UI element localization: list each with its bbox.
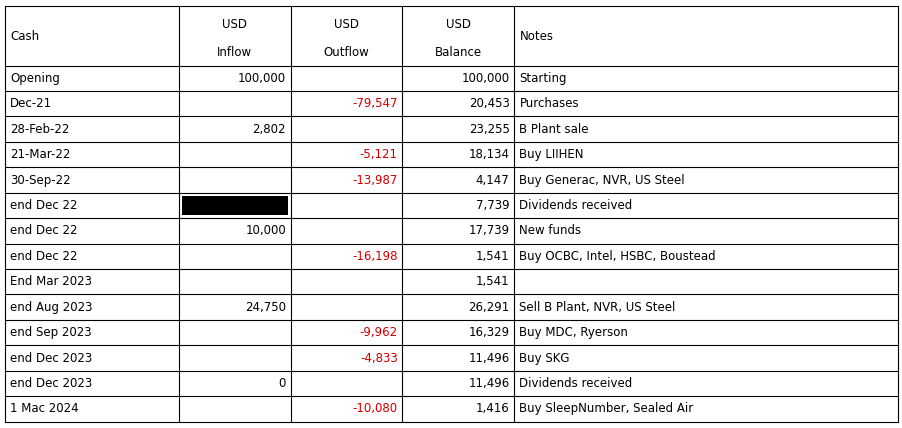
Text: 1 Mac 2024: 1 Mac 2024 <box>10 402 78 415</box>
Text: end Dec 2023: end Dec 2023 <box>10 377 92 390</box>
Text: -10,080: -10,080 <box>353 402 398 415</box>
Text: end Dec 2023: end Dec 2023 <box>10 351 92 365</box>
Text: USD: USD <box>222 18 247 31</box>
Text: Cash: Cash <box>10 30 39 42</box>
Text: Dividends received: Dividends received <box>519 199 632 212</box>
Text: 7,739: 7,739 <box>475 199 509 212</box>
Text: USD: USD <box>446 18 470 31</box>
Text: Outflow: Outflow <box>323 46 369 59</box>
Text: 100,000: 100,000 <box>461 72 509 85</box>
Text: New funds: New funds <box>519 224 581 238</box>
Text: 1,416: 1,416 <box>475 402 509 415</box>
Text: Inflow: Inflow <box>216 46 252 59</box>
Text: 100,000: 100,000 <box>238 72 286 85</box>
Text: end Dec 22: end Dec 22 <box>10 250 78 263</box>
Text: 23,255: 23,255 <box>468 123 509 136</box>
Text: Notes: Notes <box>519 30 553 42</box>
Text: 1,541: 1,541 <box>475 275 509 288</box>
Text: Buy Generac, NVR, US Steel: Buy Generac, NVR, US Steel <box>519 173 685 187</box>
Text: 4,147: 4,147 <box>475 173 509 187</box>
Text: 17,739: 17,739 <box>468 224 509 238</box>
Text: Dividends received: Dividends received <box>519 377 632 390</box>
Text: -5,121: -5,121 <box>359 148 398 161</box>
Text: End Mar 2023: End Mar 2023 <box>10 275 92 288</box>
Text: B Plant sale: B Plant sale <box>519 123 588 136</box>
Bar <box>181 196 288 215</box>
Text: 30-Sep-22: 30-Sep-22 <box>10 173 70 187</box>
Text: end Dec 22: end Dec 22 <box>10 199 78 212</box>
Text: Opening: Opening <box>10 72 60 85</box>
Text: 21-Mar-22: 21-Mar-22 <box>10 148 70 161</box>
Text: -16,198: -16,198 <box>352 250 398 263</box>
Text: 11,496: 11,496 <box>468 377 509 390</box>
Text: 26,291: 26,291 <box>468 300 509 314</box>
Text: 1,541: 1,541 <box>475 250 509 263</box>
Text: end Sep 2023: end Sep 2023 <box>10 326 91 339</box>
Text: Buy SKG: Buy SKG <box>519 351 569 365</box>
Text: Buy OCBC, Intel, HSBC, Boustead: Buy OCBC, Intel, HSBC, Boustead <box>519 250 715 263</box>
Text: Buy LIIHEN: Buy LIIHEN <box>519 148 584 161</box>
Text: 28-Feb-22: 28-Feb-22 <box>10 123 69 136</box>
Text: USD: USD <box>334 18 359 31</box>
Text: end Aug 2023: end Aug 2023 <box>10 300 92 314</box>
Text: 10,000: 10,000 <box>245 224 286 238</box>
Text: -13,987: -13,987 <box>352 173 398 187</box>
Text: 24,750: 24,750 <box>244 300 286 314</box>
Text: Buy MDC, Ryerson: Buy MDC, Ryerson <box>519 326 628 339</box>
Text: Balance: Balance <box>434 46 482 59</box>
Text: Sell B Plant, NVR, US Steel: Sell B Plant, NVR, US Steel <box>519 300 675 314</box>
Text: 16,329: 16,329 <box>468 326 509 339</box>
Text: -4,833: -4,833 <box>360 351 398 365</box>
Text: end Dec 22: end Dec 22 <box>10 224 78 238</box>
Text: 0: 0 <box>279 377 286 390</box>
Text: Starting: Starting <box>519 72 566 85</box>
Text: 20,453: 20,453 <box>468 97 509 110</box>
Text: 18,134: 18,134 <box>468 148 509 161</box>
Text: 2,802: 2,802 <box>253 123 286 136</box>
Text: Buy SleepNumber, Sealed Air: Buy SleepNumber, Sealed Air <box>519 402 693 415</box>
Text: -9,962: -9,962 <box>359 326 398 339</box>
Text: Dec-21: Dec-21 <box>10 97 52 110</box>
Text: 11,496: 11,496 <box>468 351 509 365</box>
Text: Purchases: Purchases <box>519 97 578 110</box>
Text: -79,547: -79,547 <box>352 97 398 110</box>
